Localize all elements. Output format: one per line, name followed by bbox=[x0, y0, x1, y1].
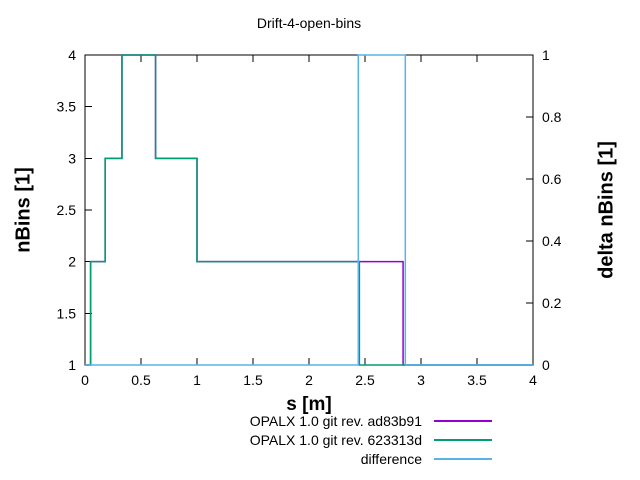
y-tick-label: 1.5 bbox=[57, 305, 77, 321]
x-axis-label: s [m] bbox=[286, 394, 332, 415]
legend-entry-623313d: OPALX 1.0 git rev. 623313d bbox=[250, 432, 492, 448]
series-line-2 bbox=[85, 54, 533, 366]
chart-title: Drift-4-open-bins bbox=[256, 15, 362, 31]
x-tick-label: 0 bbox=[81, 372, 89, 388]
legend-entry-ad83b91: OPALX 1.0 git rev. ad83b91 bbox=[250, 413, 492, 429]
y-tick-label: 2 bbox=[68, 254, 76, 270]
legend-label-ad83b91: OPALX 1.0 git rev. ad83b91 bbox=[249, 413, 422, 429]
x-tick-label: 1.5 bbox=[243, 372, 263, 388]
x-tick-label: 3.5 bbox=[467, 372, 487, 388]
legend-entry-difference: difference bbox=[250, 451, 492, 467]
legend-line-sample-623313d bbox=[434, 439, 492, 441]
y2-tick-label: 0.4 bbox=[542, 233, 562, 249]
y-tick-label: 3.5 bbox=[57, 99, 77, 115]
series-line-1 bbox=[85, 54, 533, 366]
legend: OPALX 1.0 git rev. ad83b91 OPALX 1.0 git… bbox=[250, 413, 492, 467]
y-tick-label: 3 bbox=[68, 150, 76, 166]
y2-tick-label: 0.6 bbox=[542, 171, 562, 187]
y-tick-label: 2.5 bbox=[57, 202, 77, 218]
y2-tick-label: 0.8 bbox=[542, 109, 562, 125]
plot-border bbox=[84, 54, 534, 366]
y2-tick-label: 1 bbox=[542, 47, 550, 63]
legend-label-difference: difference bbox=[360, 451, 422, 467]
x-tick-label: 4 bbox=[529, 372, 537, 388]
series-line-0 bbox=[85, 54, 533, 366]
x-tick-label: 3 bbox=[417, 372, 425, 388]
y-tick-label: 1 bbox=[68, 357, 76, 373]
x-tick-label: 2 bbox=[305, 372, 313, 388]
y2-tick-label: 0 bbox=[542, 357, 550, 373]
y2-tick-label: 0.2 bbox=[542, 295, 562, 311]
x-tick-label: 0.5 bbox=[131, 372, 151, 388]
x-tick-label: 1 bbox=[193, 372, 201, 388]
y-tick-label: 4 bbox=[68, 47, 76, 63]
legend-label-623313d: OPALX 1.0 git rev. 623313d bbox=[249, 432, 422, 448]
x-tick-label: 2.5 bbox=[355, 372, 375, 388]
legend-line-sample-ad83b91 bbox=[434, 420, 492, 422]
legend-line-sample-difference bbox=[434, 458, 492, 460]
